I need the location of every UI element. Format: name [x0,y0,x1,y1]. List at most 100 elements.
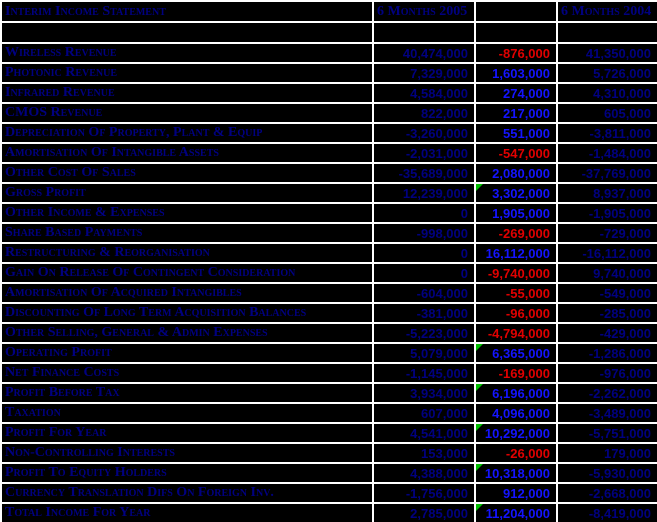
row-label-cell[interactable]: Restructuring & Reorganisation [0,242,374,264]
variance-cell[interactable]: -9,740,000 [474,262,558,284]
value-2005-cell[interactable]: 5,079,000 [372,342,476,364]
row-label-cell[interactable]: Infrared Revenue [0,82,374,104]
variance-cell[interactable]: -26,000 [474,442,558,464]
row-label-cell[interactable]: Net Finance Costs [0,362,374,384]
variance-cell[interactable]: 2,080,000 [474,162,558,184]
value-2004-cell[interactable]: -16,112,000 [556,242,657,264]
empty-cell[interactable] [474,21,558,44]
value-2005-cell[interactable]: -998,000 [372,222,476,244]
header-cell-2005[interactable]: 6 Months 2005 [372,0,476,23]
row-label-cell[interactable]: Currency Translation Difs On Foreign Inv… [0,482,374,504]
row-label-cell[interactable]: Non-Controlling Interests [0,442,374,464]
variance-cell[interactable]: 6,365,000 [474,342,558,364]
value-2005-cell[interactable]: 4,584,000 [372,82,476,104]
value-2004-cell[interactable]: 8,937,000 [556,182,657,204]
row-label-cell[interactable]: Amortisation Of Acquired Intangibles [0,282,374,304]
value-2005-cell[interactable]: -1,145,000 [372,362,476,384]
value-2005-cell[interactable]: -604,000 [372,282,476,304]
value-2004-cell[interactable]: -549,000 [556,282,657,304]
value-2005-cell[interactable]: -5,223,000 [372,322,476,344]
value-2004-cell[interactable]: -3,811,000 [556,122,657,144]
variance-cell[interactable]: -169,000 [474,362,558,384]
value-2005-cell[interactable]: -1,756,000 [372,482,476,504]
value-2004-cell[interactable]: -729,000 [556,222,657,244]
value-2004-cell[interactable]: 4,310,000 [556,82,657,104]
value-2004-cell[interactable]: -2,262,000 [556,382,657,404]
empty-cell[interactable] [0,21,374,44]
value-2005-cell[interactable]: -381,000 [372,302,476,324]
variance-cell[interactable]: 912,000 [474,482,558,504]
row-label-cell[interactable]: Depreciation Of Property, Plant & Equip [0,122,374,144]
value-2004-cell[interactable]: -429,000 [556,322,657,344]
value-2004-cell[interactable]: -976,000 [556,362,657,384]
value-2004-cell[interactable]: 605,000 [556,102,657,124]
value-2005-cell[interactable]: 7,329,000 [372,62,476,84]
row-label-cell[interactable]: CMOS Revenue [0,102,374,124]
value-2005-cell[interactable]: -35,689,000 [372,162,476,184]
variance-cell[interactable]: -96,000 [474,302,558,324]
variance-cell[interactable]: 1,905,000 [474,202,558,224]
variance-cell[interactable]: -269,000 [474,222,558,244]
header-cell-variance[interactable] [474,0,558,23]
row-label-cell[interactable]: Profit For Year [0,422,374,444]
empty-cell[interactable] [556,21,657,44]
row-label-cell[interactable]: Profit Before Tax [0,382,374,404]
variance-cell[interactable]: 217,000 [474,102,558,124]
value-2004-cell[interactable]: -1,484,000 [556,142,657,164]
variance-cell[interactable]: -876,000 [474,42,558,64]
value-2005-cell[interactable]: 2,785,000 [372,502,476,522]
value-2004-cell[interactable]: -8,419,000 [556,502,657,522]
header-cell-title[interactable]: Interim Income Statement [0,0,374,23]
variance-cell[interactable]: 274,000 [474,82,558,104]
value-2005-cell[interactable]: 40,474,000 [372,42,476,64]
header-cell-2004[interactable]: 6 Months 2004 [556,0,657,23]
value-2005-cell[interactable]: 3,934,000 [372,382,476,404]
value-2004-cell[interactable]: -37,769,000 [556,162,657,184]
value-2005-cell[interactable]: 153,000 [372,442,476,464]
variance-cell[interactable]: 11,204,000 [474,502,558,522]
row-label-cell[interactable]: Gain On Release Of Contingent Considerat… [0,262,374,284]
value-2004-cell[interactable]: 179,000 [556,442,657,464]
value-2004-cell[interactable]: -5,930,000 [556,462,657,484]
value-2004-cell[interactable]: -3,489,000 [556,402,657,424]
value-2004-cell[interactable]: -2,668,000 [556,482,657,504]
variance-cell[interactable]: 16,112,000 [474,242,558,264]
variance-cell[interactable]: 10,292,000 [474,422,558,444]
variance-cell[interactable]: -4,794,000 [474,322,558,344]
value-2005-cell[interactable]: 0 [372,242,476,264]
value-2004-cell[interactable]: -285,000 [556,302,657,324]
row-label-cell[interactable]: Operating Profit [0,342,374,364]
value-2005-cell[interactable]: 822,000 [372,102,476,124]
row-label-cell[interactable]: Other Selling, General & Admin Expenses [0,322,374,344]
value-2005-cell[interactable]: 12,239,000 [372,182,476,204]
variance-cell[interactable]: -547,000 [474,142,558,164]
value-2004-cell[interactable]: 9,740,000 [556,262,657,284]
row-label-cell[interactable]: Discounting Of Long Term Acquisition Bal… [0,302,374,324]
value-2004-cell[interactable]: -5,751,000 [556,422,657,444]
value-2005-cell[interactable]: -3,260,000 [372,122,476,144]
row-label-cell[interactable]: Photonic Revenue [0,62,374,84]
row-label-cell[interactable]: Profit To Equity Holders [0,462,374,484]
row-label-cell[interactable]: Share Based Payments [0,222,374,244]
row-label-cell[interactable]: Taxation [0,402,374,424]
variance-cell[interactable]: 4,096,000 [474,402,558,424]
value-2005-cell[interactable]: 4,541,000 [372,422,476,444]
row-label-cell[interactable]: Total Income For Year [0,502,374,522]
value-2005-cell[interactable]: 607,000 [372,402,476,424]
value-2004-cell[interactable]: 41,350,000 [556,42,657,64]
value-2004-cell[interactable]: -1,905,000 [556,202,657,224]
value-2004-cell[interactable]: -1,286,000 [556,342,657,364]
variance-cell[interactable]: 10,318,000 [474,462,558,484]
variance-cell[interactable]: 1,603,000 [474,62,558,84]
variance-cell[interactable]: 6,196,000 [474,382,558,404]
variance-cell[interactable]: 3,302,000 [474,182,558,204]
row-label-cell[interactable]: Wireless Revenue [0,42,374,64]
row-label-cell[interactable]: Amortisation Of Intangible Assets [0,142,374,164]
row-label-cell[interactable]: Other Cost Of Sales [0,162,374,184]
row-label-cell[interactable]: Gross Profit [0,182,374,204]
variance-cell[interactable]: 551,000 [474,122,558,144]
value-2005-cell[interactable]: 0 [372,202,476,224]
value-2004-cell[interactable]: 5,726,000 [556,62,657,84]
empty-cell[interactable] [372,21,476,44]
value-2005-cell[interactable]: -2,031,000 [372,142,476,164]
